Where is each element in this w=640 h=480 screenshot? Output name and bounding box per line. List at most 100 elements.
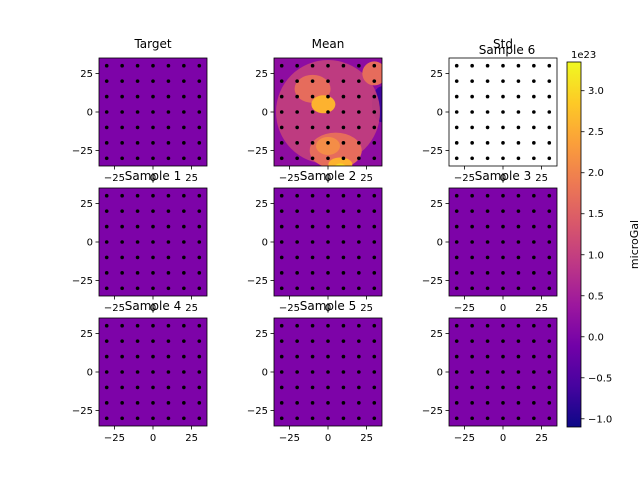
station-point (197, 79, 202, 83)
station-point (341, 110, 346, 114)
station-point (135, 125, 140, 130)
station-point (341, 125, 346, 130)
station-point (120, 209, 124, 213)
station-point (341, 255, 346, 260)
station-point (532, 193, 536, 198)
station-point (104, 286, 109, 291)
station-point (279, 125, 284, 130)
station-point (547, 339, 552, 343)
station-point (120, 141, 124, 145)
station-point (310, 125, 315, 130)
station-point (182, 385, 186, 390)
station-point (310, 156, 315, 161)
station-point (279, 94, 284, 99)
station-point (532, 323, 536, 328)
station-point (485, 224, 490, 229)
station-point (372, 271, 377, 275)
station-point (341, 209, 346, 213)
station-point (470, 125, 474, 130)
station-point (295, 224, 299, 229)
station-point (501, 63, 505, 68)
station-point (532, 240, 536, 244)
station-point (310, 323, 315, 328)
station-point (104, 193, 109, 198)
station-point (295, 63, 299, 68)
station-point (501, 240, 505, 244)
subplot-sample3: 25 0 −25 −25 0 25 Sample 3 (422, 169, 558, 314)
station-point (485, 255, 490, 260)
station-point (135, 94, 140, 99)
station-point (341, 156, 346, 161)
station-point (135, 224, 140, 229)
station-point (547, 209, 552, 213)
station-point (295, 339, 299, 343)
xtick-label: −25 (104, 173, 125, 184)
station-point (454, 224, 459, 229)
station-point (279, 370, 284, 374)
station-point (341, 224, 346, 229)
subplot-title: Sample 2 (300, 169, 356, 183)
station-point (151, 209, 155, 213)
station-point (151, 125, 155, 130)
station-point (197, 370, 202, 374)
station-point (326, 370, 330, 374)
station-point (166, 286, 171, 291)
station-point (547, 370, 552, 374)
station-point (326, 193, 330, 198)
station-point (279, 339, 284, 343)
station-point (357, 354, 361, 359)
xtick-label: 0 (500, 303, 506, 314)
station-point (372, 385, 377, 390)
station-point (182, 224, 186, 229)
station-point (547, 323, 552, 328)
station-point (295, 193, 299, 198)
station-point (326, 94, 330, 99)
xtick-label: 0 (150, 173, 156, 184)
station-point (151, 401, 155, 405)
station-point (372, 240, 377, 244)
station-point (532, 370, 536, 374)
station-point (310, 271, 315, 275)
station-point (326, 125, 330, 130)
station-point (135, 141, 140, 145)
station-point (197, 401, 202, 405)
station-point (357, 110, 361, 114)
xtick-label: 0 (325, 303, 331, 314)
ytick-label: 25 (430, 199, 443, 210)
station-point (104, 63, 109, 68)
station-point (454, 141, 459, 145)
station-point (182, 255, 186, 260)
station-point (310, 339, 315, 343)
station-point (295, 240, 299, 244)
station-point (516, 385, 521, 390)
station-point (372, 141, 377, 145)
station-point (120, 271, 124, 275)
station-point (501, 370, 505, 374)
station-point (135, 370, 140, 374)
station-point (326, 323, 330, 328)
subplot-title: Sample 6 (479, 43, 535, 57)
station-point (279, 323, 284, 328)
station-point (372, 63, 377, 68)
station-point (470, 209, 474, 213)
station-point (501, 339, 505, 343)
station-point (341, 286, 346, 291)
station-point (516, 110, 521, 114)
station-point (372, 193, 377, 198)
station-point (516, 354, 521, 359)
station-point (151, 271, 155, 275)
station-point (470, 255, 474, 260)
station-point (372, 209, 377, 213)
station-point (120, 125, 124, 130)
station-point (547, 94, 552, 99)
ytick-label: 0 (87, 368, 93, 379)
station-point (279, 141, 284, 145)
station-point (104, 416, 109, 421)
station-point (166, 339, 171, 343)
station-point (341, 63, 346, 68)
ytick-label: 0 (87, 238, 93, 249)
station-point (104, 323, 109, 328)
station-point (485, 401, 490, 405)
station-point (197, 156, 202, 161)
contour-level-0 (274, 153, 295, 166)
